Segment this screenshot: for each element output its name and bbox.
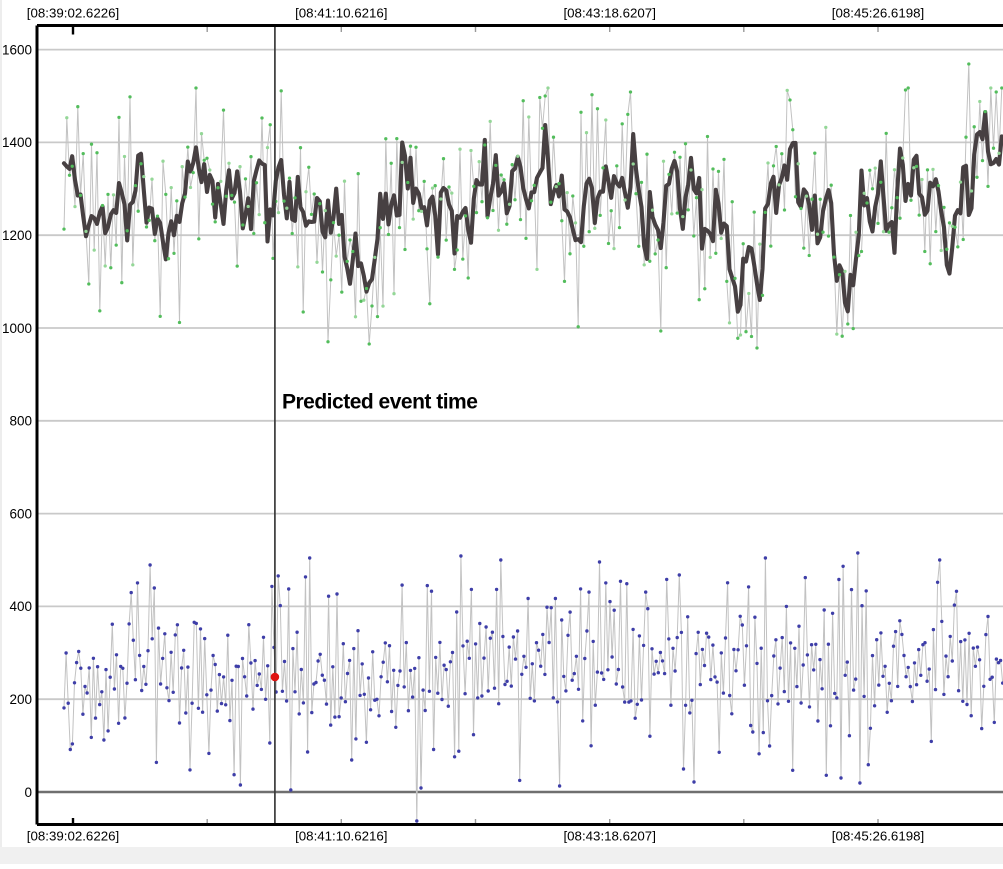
svg-text:[08:45:26.6198]: [08:45:26.6198] (832, 829, 924, 844)
svg-text:[08:39:02.6226]: [08:39:02.6226] (27, 6, 119, 21)
svg-text:200: 200 (9, 692, 32, 707)
svg-text:1400: 1400 (2, 135, 32, 150)
svg-text:[08:41:10.6216]: [08:41:10.6216] (295, 829, 387, 844)
svg-text:800: 800 (9, 414, 32, 429)
svg-text:1000: 1000 (2, 321, 32, 336)
svg-text:1600: 1600 (2, 42, 32, 57)
svg-text:Predicted event time: Predicted event time (282, 391, 477, 414)
svg-text:[08:45:26.6198]: [08:45:26.6198] (832, 6, 924, 21)
svg-text:0: 0 (24, 785, 32, 800)
svg-text:1200: 1200 (2, 228, 32, 243)
svg-text:400: 400 (9, 599, 32, 614)
svg-text:600: 600 (9, 506, 32, 521)
svg-text:[08:39:02.6226]: [08:39:02.6226] (27, 829, 119, 844)
svg-text:[08:41:10.6216]: [08:41:10.6216] (295, 6, 387, 21)
svg-text:[08:43:18.6207]: [08:43:18.6207] (563, 6, 655, 21)
svg-text:[08:43:18.6207]: [08:43:18.6207] (563, 829, 655, 844)
